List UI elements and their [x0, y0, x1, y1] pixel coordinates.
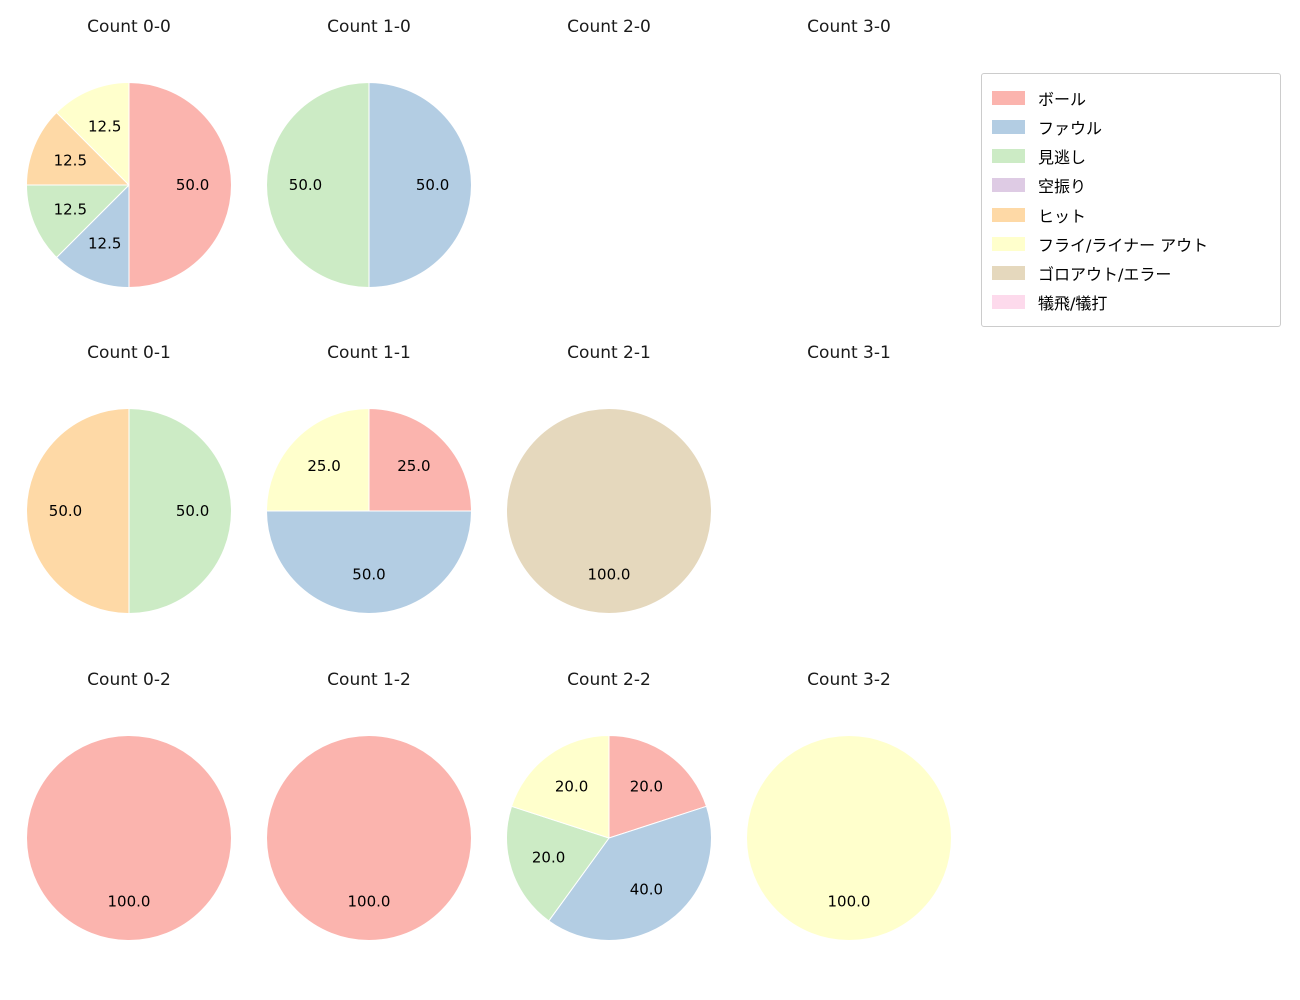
- pie-slice-label: 50.0: [416, 176, 449, 194]
- pie-chart-cell: Count 1-0 50.0 50.0: [249, 14, 489, 334]
- pie-slice: [746, 735, 952, 941]
- legend-item: 空振り: [990, 171, 1272, 200]
- pie-slice: [26, 112, 130, 186]
- legend-item: 犠飛/犠打: [990, 288, 1272, 317]
- legend-label: 見逃し: [1038, 148, 1087, 168]
- pie-slice: [266, 82, 370, 288]
- pie-slice: [368, 408, 472, 512]
- legend-item: ボール: [990, 83, 1272, 112]
- pie-slice: [506, 805, 610, 922]
- chart-title: Count 2-0: [567, 17, 651, 37]
- chart-title: Count 1-0: [327, 17, 411, 37]
- pie-slice-label: 20.0: [630, 778, 663, 796]
- pie-slice: [266, 510, 472, 614]
- pie-chart-cell: Count 0-1 50.0 50.0: [9, 340, 249, 660]
- pie-slice: [511, 735, 610, 839]
- legend-swatch: [992, 90, 1025, 105]
- chart-title: Count 2-1: [567, 343, 651, 363]
- pie-chart-cell: Count 0-2 100.0: [9, 667, 249, 987]
- pie-slice-label: 50.0: [49, 502, 82, 520]
- pie-slice-label: 50.0: [176, 502, 209, 520]
- pie-slice: [26, 184, 130, 258]
- pie-slice: [266, 408, 370, 512]
- pie-chart-cell: Count 1-1 25.0 50.0 25.0: [249, 340, 489, 660]
- pie-slice-label: 12.5: [54, 200, 87, 218]
- pie-slice: [266, 735, 472, 941]
- pie-slice-label: 50.0: [352, 566, 385, 584]
- legend-label: ファウル: [1038, 118, 1103, 138]
- pie-chart: 50.012.512.512.512.5: [26, 82, 232, 288]
- pie-chart: 100.0: [506, 408, 712, 614]
- pie-slice-label: 25.0: [397, 457, 430, 475]
- pie-chart: 20.0 40.0 20.0 20.0: [506, 735, 712, 941]
- pie-slice-label: 100.0: [828, 893, 871, 911]
- pie-slice: [56, 82, 130, 186]
- legend-item: ファウル: [990, 112, 1272, 141]
- legend: ボールファウル見逃し空振りヒットフライ/ライナー アウト ゴロアウト/エラー 犠飛/…: [981, 73, 1281, 327]
- legend-label: 犠飛/犠打: [1038, 294, 1108, 314]
- chart-title: Count 0-0: [87, 17, 171, 37]
- pie-slice-label: 12.5: [88, 117, 121, 135]
- legend-label: 空振り: [1038, 177, 1087, 197]
- chart-title: Count 2-2: [567, 670, 651, 690]
- pie-slice-label: 50.0: [289, 176, 322, 194]
- pie-chart-cell: Count 3-0: [729, 14, 969, 334]
- pie-slice: [128, 82, 232, 288]
- pie-slice-label: 12.5: [88, 235, 121, 253]
- pie-slice-label: 100.0: [348, 893, 391, 911]
- pie-slice: [506, 408, 712, 614]
- chart-title: Count 1-1: [327, 343, 411, 363]
- pie-chart: 50.0 50.0: [266, 82, 472, 288]
- legend-label: ゴロアウト/エラー: [1038, 265, 1172, 285]
- pie-slice: [128, 408, 232, 614]
- pie-slice: [56, 184, 130, 288]
- legend-item: フライ/ライナー アウト: [990, 229, 1272, 258]
- pie-slice-label: 50.0: [176, 176, 209, 194]
- legend-swatch: [992, 178, 1025, 193]
- pie-slice: [548, 805, 712, 941]
- pie-slice-label: 100.0: [108, 893, 151, 911]
- pie-chart: 100.0: [26, 735, 232, 941]
- chart-title: Count 0-2: [87, 670, 171, 690]
- legend-item: ゴロアウト/エラー: [990, 259, 1272, 288]
- pie-chart: 100.0: [746, 735, 952, 941]
- legend-label: フライ/ライナー アウト: [1038, 235, 1209, 255]
- legend-item: 見逃し: [990, 142, 1272, 171]
- legend-label: ヒット: [1038, 206, 1087, 226]
- pie-chart: 100.0: [266, 735, 472, 941]
- chart-title: Count 3-1: [807, 343, 891, 363]
- legend-swatch: [992, 207, 1025, 222]
- legend-swatch: [992, 119, 1025, 134]
- chart-title: Count 3-0: [807, 17, 891, 37]
- pie-chart-cell: Count 2-0: [489, 14, 729, 334]
- pie-chart: 50.0 50.0: [26, 408, 232, 614]
- pie-chart-cell: Count 2-2 20.0 40.0 20.0 20.0: [489, 667, 729, 987]
- legend-swatch: [992, 266, 1025, 281]
- chart-title: Count 1-2: [327, 670, 411, 690]
- chart-title: Count 0-1: [87, 343, 171, 363]
- pie-slice-label: 20.0: [555, 778, 588, 796]
- pie-slice-label: 25.0: [307, 457, 340, 475]
- legend-swatch: [992, 236, 1025, 251]
- chart-title: Count 3-2: [807, 670, 891, 690]
- pie-slice-label: 100.0: [588, 566, 631, 584]
- pie-chart-cell: Count 2-1 100.0: [489, 340, 729, 660]
- pie-chart-cell: Count 1-2 100.0: [249, 667, 489, 987]
- legend-swatch: [992, 295, 1025, 310]
- pie-chart: 25.0 50.0 25.0: [266, 408, 472, 614]
- pie-chart-cell: Count 3-1: [729, 340, 969, 660]
- pie-slice: [26, 408, 130, 614]
- pie-slice: [26, 735, 232, 941]
- pie-slice-label: 40.0: [630, 880, 663, 898]
- pie-slice: [608, 735, 707, 839]
- legend-item: ヒット: [990, 200, 1272, 229]
- pie-slice-label: 12.5: [54, 152, 87, 170]
- legend-swatch: [992, 149, 1025, 164]
- legend-label: ボール: [1038, 89, 1087, 109]
- pie-slice-label: 20.0: [532, 849, 565, 867]
- pie-slice: [368, 82, 472, 288]
- pie-chart-cell: Count 0-0 50.0 12.5 12.5 12.5 12.5: [9, 14, 249, 334]
- pie-chart-cell: Count 3-2 100.0: [729, 667, 969, 987]
